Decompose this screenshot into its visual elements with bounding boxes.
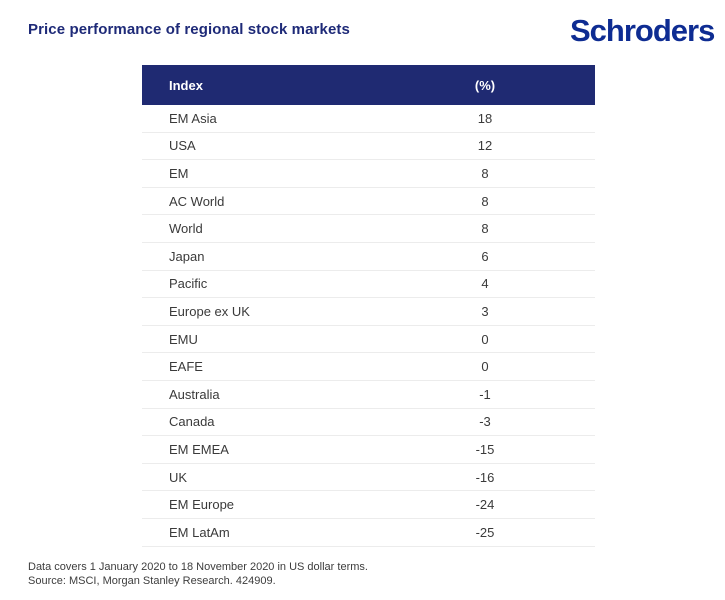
performance-table: Index (%) EM Asia 18 USA 12 EM 8 AC World 8 Worl… [142,65,595,547]
table-row: Australia -1 [142,380,595,409]
table-row: EM 8 [142,160,595,188]
table-row: EM LatAm -25 [142,518,595,547]
value-cell: -3 [479,414,491,430]
index-cell: AC World [169,193,225,209]
value-cell: 12 [477,138,493,154]
value-cell: 8 [481,221,489,237]
value-cell: 8 [481,165,489,181]
table-row: EMU 0 [142,325,595,354]
table-row: EAFE 0 [142,353,595,381]
value-cell: -15 [475,441,495,457]
index-cell: EAFE [169,359,203,375]
table-row: EM Asia 18 [142,105,595,133]
value-cell: 6 [481,248,489,264]
table-row: EM Europe -24 [142,491,595,519]
table-row: EM EMEA -15 [142,436,595,464]
table-row: AC World 8 [142,187,595,216]
index-cell: EM EMEA [169,441,229,457]
table-row: Canada -3 [142,408,595,437]
value-cell: 0 [481,359,489,375]
index-cell: USA [169,138,196,154]
index-cell: Pacific [169,276,208,292]
index-cell: EM LatAm [169,524,230,540]
index-cell: World [169,221,203,237]
index-cell: UK [169,469,188,485]
footnote: Data covers 1 January 2020 to 18 Novembe… [28,561,368,588]
table-row: UK -16 [142,463,595,492]
value-cell: 8 [481,193,489,209]
value-cell: 3 [481,303,489,319]
page-title: Price performance of regional stock mark… [28,21,350,38]
table-body: EM Asia 18 USA 12 EM 8 AC World 8 World 8 Japan 6 Pa… [142,105,595,547]
table-row: Europe ex UK 3 [142,298,595,326]
schroders-logo: Schroders [570,13,715,48]
column-header-percent: (%) [474,77,496,93]
value-cell: 18 [477,110,493,126]
table-row: World 8 [142,215,595,243]
table-row: Japan 6 [142,242,595,271]
index-cell: Europe ex UK [169,303,250,319]
table-row: USA 12 [142,132,595,161]
index-cell: EM [169,165,189,181]
value-cell: 0 [481,331,489,347]
index-cell: Canada [169,414,215,430]
index-cell: Australia [169,386,220,402]
index-cell: EM Europe [169,497,235,513]
value-cell: -24 [475,497,495,513]
index-cell: EMU [169,331,198,347]
value-cell: -1 [479,386,491,402]
value-cell: -25 [475,524,495,540]
index-cell: EM Asia [169,110,217,126]
table-header-row: Index (%) [142,65,595,105]
footnote-line-2: Source: MSCI, Morgan Stanley Research. 4… [28,574,276,587]
column-header-index: Index [169,77,203,93]
value-cell: -16 [475,469,495,485]
value-cell: 4 [481,276,489,292]
footnote-line-1: Data covers 1 January 2020 to 18 Novembe… [28,561,368,573]
table-row: Pacific 4 [142,270,595,299]
index-cell: Japan [169,248,205,264]
